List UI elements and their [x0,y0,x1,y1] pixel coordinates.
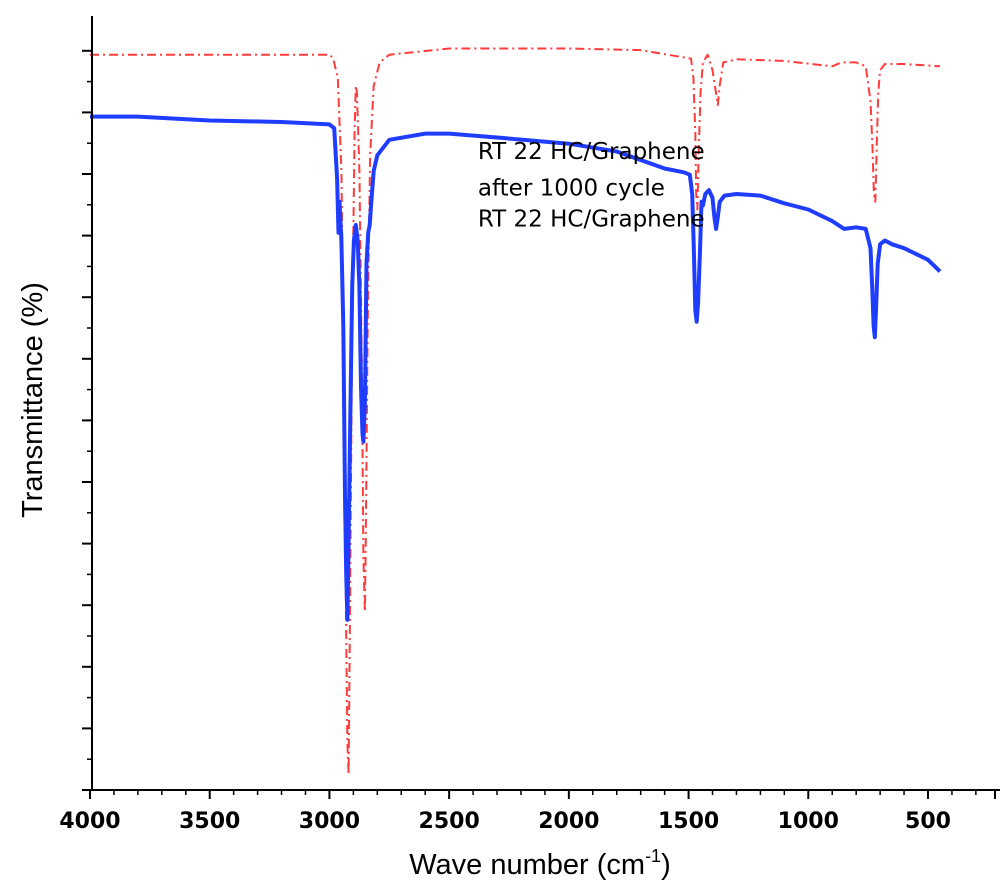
annotation-layer: RT 22 HC/Graphene after 1000 cycle RT 22 H… [478,139,705,232]
axes-layer: 4000 3500 3000 2500 2000 1500 1000 500 [59,16,1000,834]
x-tick-label: 4000 [59,809,120,834]
series-line-after-cycling [90,47,941,776]
x-axis-title-superscript: -1 [645,846,661,866]
x-axis-title-suffix: ) [661,849,671,881]
series-layer [90,47,942,776]
x-tick-label: 1000 [778,809,839,834]
series-annotation: after 1000 cycle [478,176,665,202]
x-ticks: 4000 3500 3000 2500 2000 1500 1000 500 [59,790,996,834]
x-tick-label: 2500 [419,809,480,834]
x-tick-label: 2000 [538,809,599,834]
series-annotation: RT 22 HC/Graphene [478,207,705,233]
series-line-composite [90,114,942,622]
x-tick-label: 3500 [179,809,240,834]
series-annotation: RT 22 HC/Graphene [478,139,705,165]
y-axis-title: Transmittance (%) [17,282,49,518]
x-tick-label: 3000 [299,809,360,834]
x-tick-label: 1500 [658,809,719,834]
y-ticks [82,49,92,791]
x-axis-title: Wave number (cm-1) [409,846,671,881]
x-axis-title-text: Wave number (cm [409,849,645,881]
x-tick-label: 500 [905,809,951,834]
